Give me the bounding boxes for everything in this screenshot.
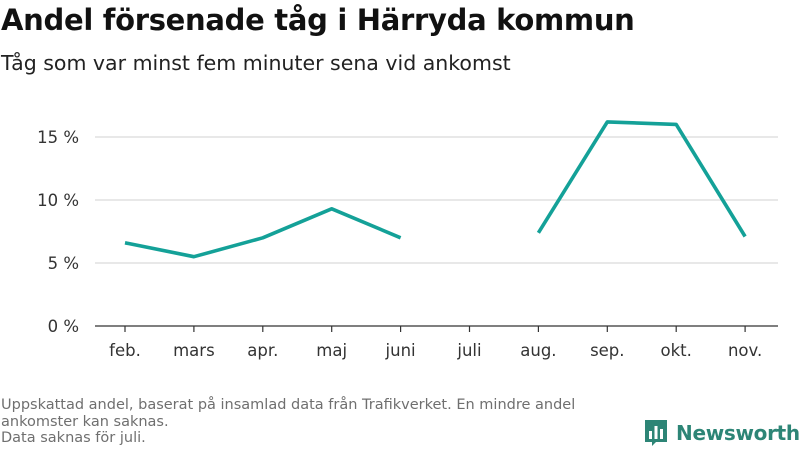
chart-title: Andel försenade tåg i Härryda kommun <box>1 3 635 37</box>
footnote: Uppskattad andel, baserat på insamlad da… <box>1 397 631 447</box>
bar-chart-icon <box>645 420 667 446</box>
y-tick-label: 15 % <box>37 128 79 147</box>
brand-name: Newsworthy <box>676 421 800 445</box>
x-tick-label: aug. <box>520 341 556 360</box>
chart-subtitle: Tåg som var minst fem minuter sena vid a… <box>1 51 511 75</box>
brand-logo[interactable]: Newsworthy <box>645 420 800 446</box>
x-tick-label: feb. <box>109 341 141 360</box>
line-chart: 0 % 5 % 10 % 15 % feb. mars apr. maj juni juli au… <box>37 120 778 360</box>
x-tick-label: apr. <box>247 341 278 360</box>
x-tick-label: mars <box>173 341 215 360</box>
x-tick-label: juni <box>385 341 416 360</box>
footnote-line-3: Data saknas för juli. <box>1 430 146 446</box>
x-tick-label: nov. <box>728 341 762 360</box>
footnote-line-2: ankomster kan saknas. <box>1 413 169 430</box>
series-line <box>536 120 747 238</box>
gridlines <box>95 136 778 264</box>
y-tick-label: 0 % <box>48 317 79 336</box>
x-tick-label: juli <box>456 341 481 360</box>
y-axis-ticks: 0 % 5 % 10 % 15 % <box>37 128 79 336</box>
series-lines <box>124 120 747 259</box>
x-axis-ticks: feb. mars apr. maj juni juli aug. sep. okt. nov. <box>109 326 762 360</box>
y-tick-label: 10 % <box>37 191 79 210</box>
x-tick-label: sep. <box>590 341 624 360</box>
y-tick-label: 5 % <box>48 254 79 273</box>
footnote-line-1: Uppskattad andel, baserat på insamlad da… <box>1 397 576 413</box>
series-line <box>124 207 402 259</box>
x-tick-label: maj <box>316 341 347 360</box>
x-tick-label: okt. <box>661 341 692 360</box>
